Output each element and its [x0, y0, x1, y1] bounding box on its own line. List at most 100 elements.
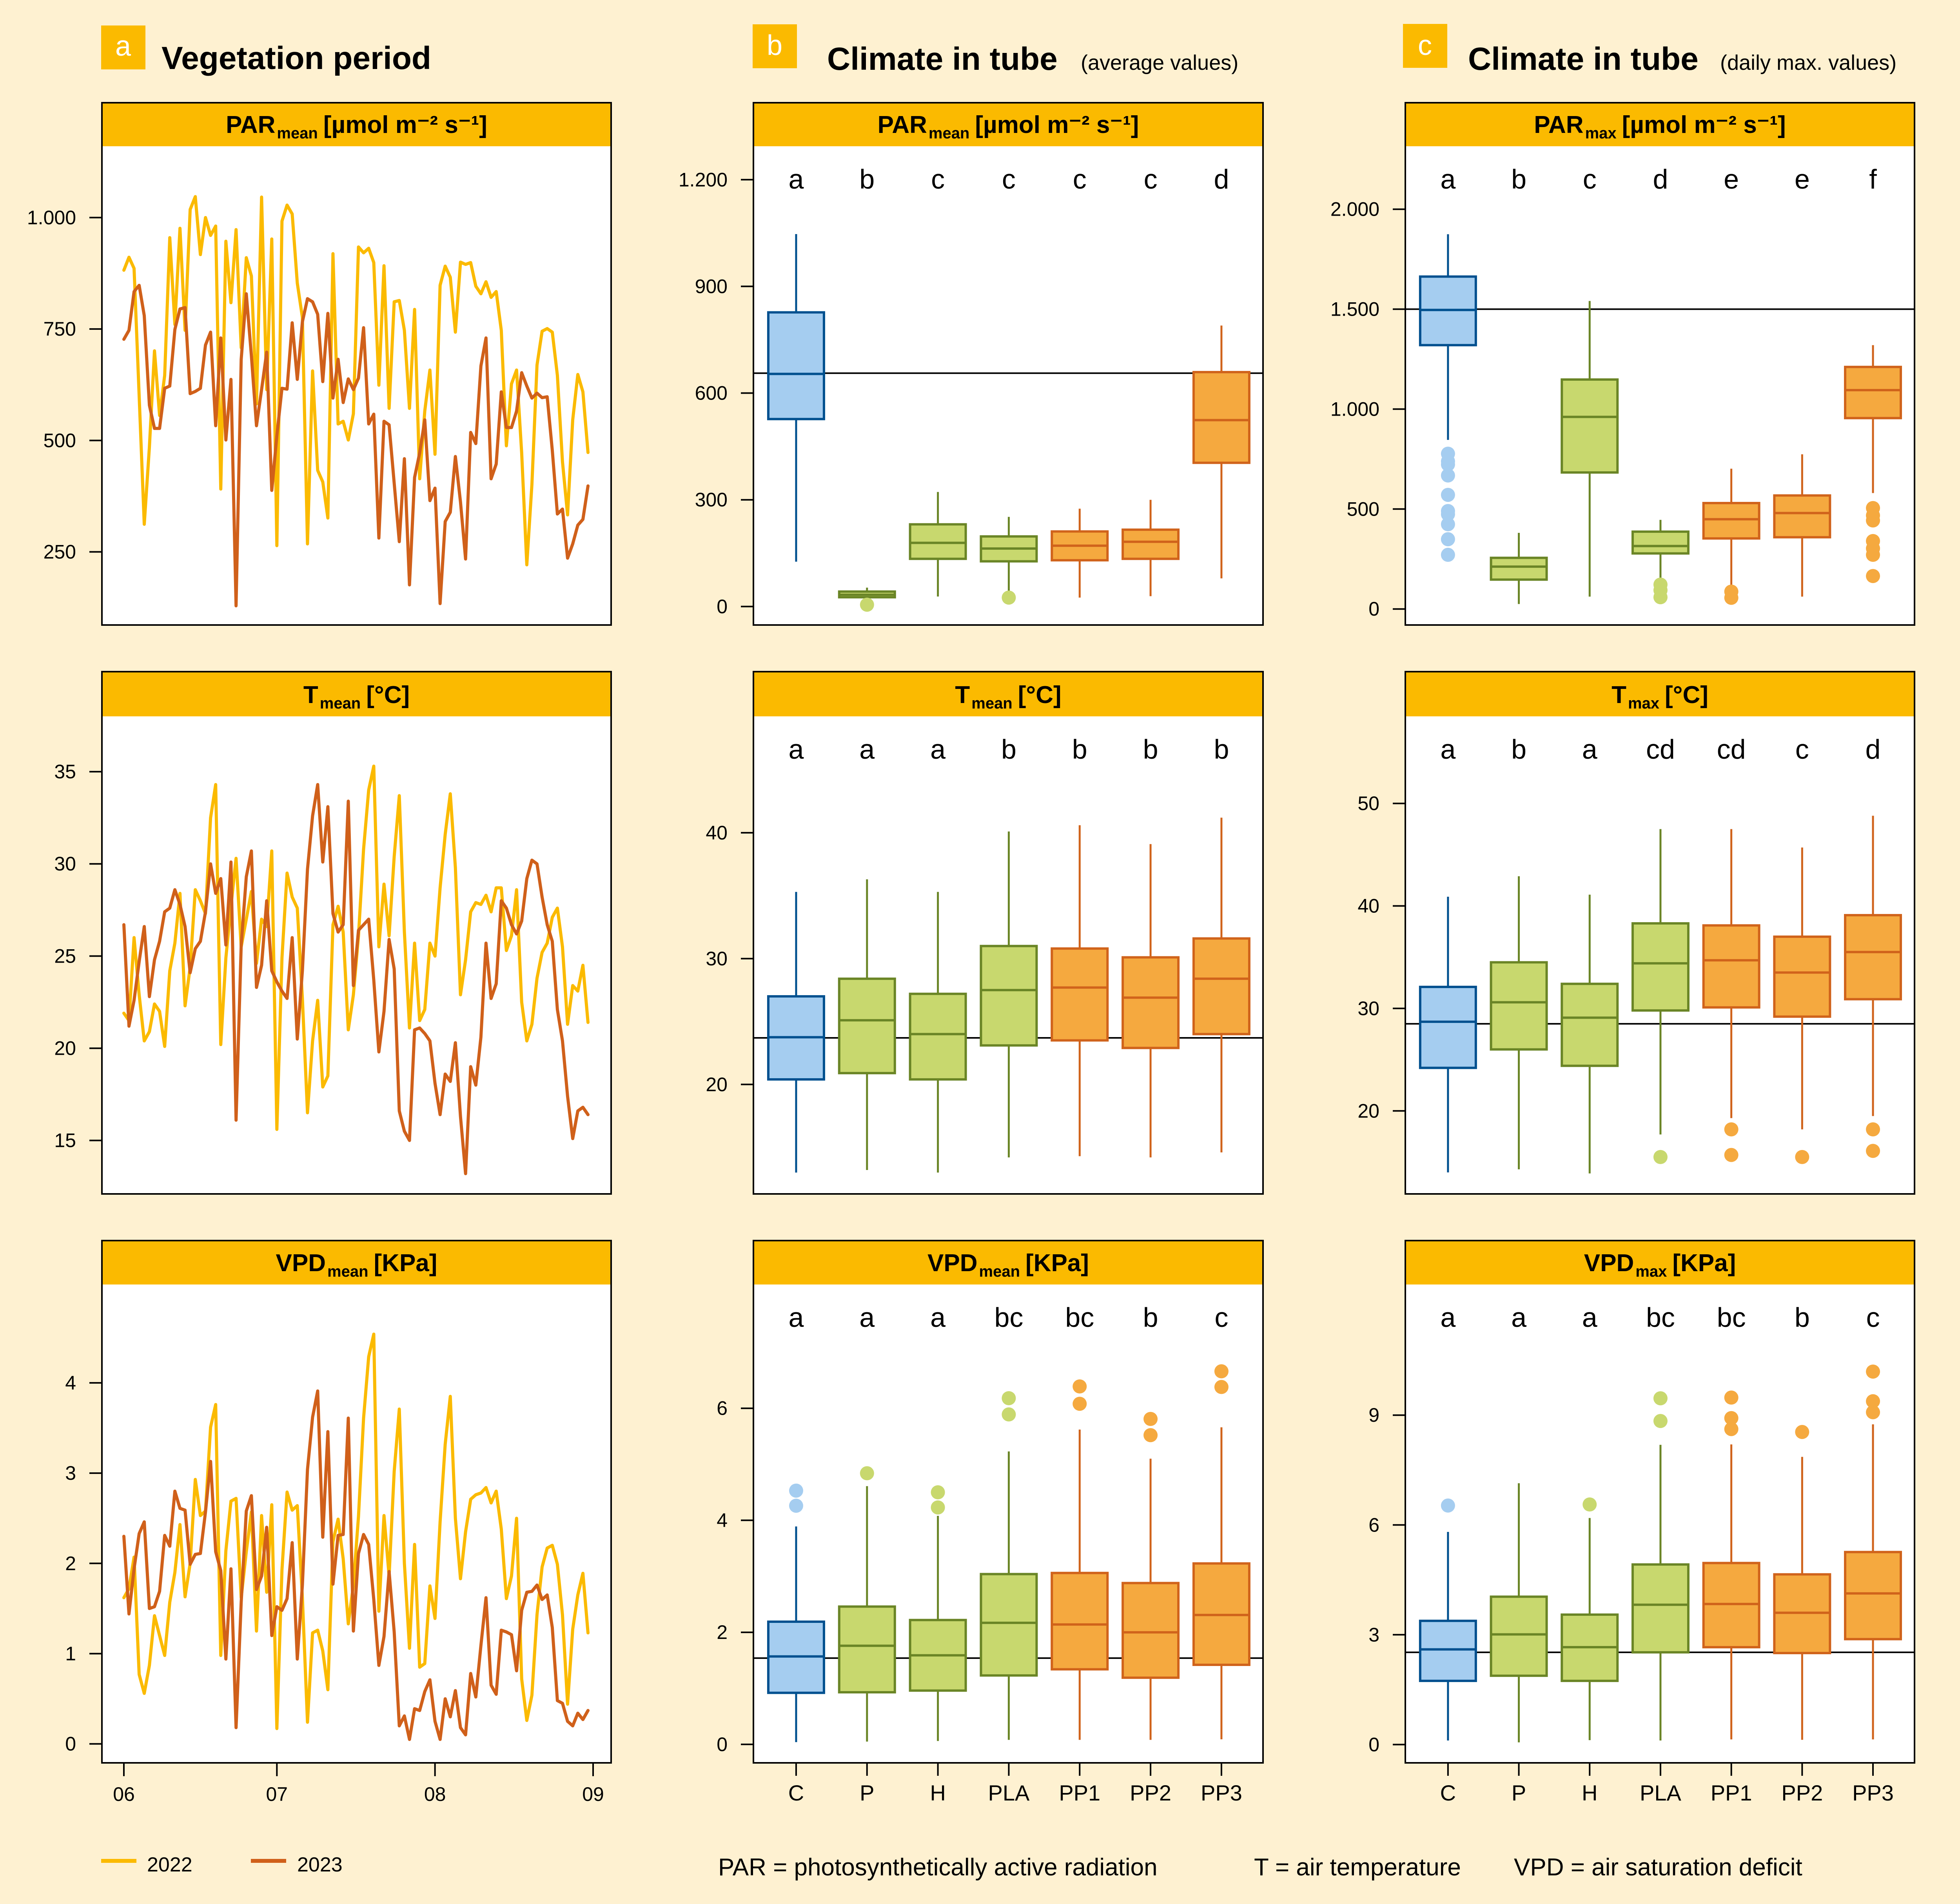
box-PP3	[1844, 345, 1902, 583]
box-H	[1561, 894, 1619, 1174]
chart-title-variable: T	[955, 681, 970, 709]
chart-title-variable: PAR	[1534, 111, 1583, 138]
significance-letter: d	[1214, 164, 1229, 194]
x-tick-label: 06	[113, 1783, 135, 1805]
series-line-2023	[122, 783, 590, 1175]
chart-header-band	[1405, 672, 1915, 716]
plot-area	[102, 103, 611, 625]
chart-title-subscript: max	[1628, 695, 1659, 712]
significance-letter: bc	[1065, 1302, 1094, 1333]
iqr-box	[1419, 986, 1477, 1069]
iqr-box	[1051, 1572, 1109, 1671]
series-line-2022	[122, 195, 590, 567]
chart-title-unit: [°C]	[1665, 681, 1708, 709]
significance-letter: b	[1143, 734, 1158, 765]
outlier-point	[860, 598, 874, 612]
significance-letter: a	[1511, 1302, 1526, 1333]
significance-letter: b	[1511, 164, 1526, 194]
y-tick-label: 20	[706, 1074, 728, 1096]
y-tick-label: 3	[65, 1462, 76, 1484]
chart-header-band	[102, 103, 611, 146]
panel-title: Climate in tube	[1468, 41, 1699, 77]
box-P	[838, 879, 896, 1170]
box-H	[909, 492, 967, 597]
y-tick-label: 500	[1347, 498, 1379, 520]
significance-letter: c	[1002, 164, 1016, 194]
iqr-box	[1192, 937, 1250, 1036]
box-PLA	[980, 517, 1038, 605]
y-tick-label: 500	[44, 429, 76, 451]
chart-title-subscript: max	[1635, 1263, 1667, 1280]
significance-letter: c	[1795, 734, 1809, 765]
outlier-point	[1002, 1407, 1016, 1422]
y-tick-label: 4	[717, 1509, 728, 1531]
box-PP2	[1773, 454, 1831, 597]
x-category-label: P	[860, 1780, 874, 1805]
chart-title-variable: VPD	[927, 1250, 977, 1277]
iqr-box	[1631, 1563, 1690, 1654]
significance-letter: c	[1866, 1302, 1880, 1333]
box-PP1	[1702, 829, 1760, 1162]
iqr-box	[1773, 494, 1831, 539]
outlier-point	[931, 1500, 945, 1515]
y-tick-label: 4	[65, 1372, 76, 1394]
chart-title-subscript: mean	[277, 125, 318, 142]
chart-title-variable: PAR	[878, 111, 927, 138]
chart-title-subscript: max	[1585, 125, 1617, 142]
chart-title-unit: [°C]	[1018, 681, 1062, 709]
outlier-point	[1441, 468, 1455, 483]
iqr-box	[1122, 956, 1180, 1049]
plot-frame	[753, 1240, 1264, 1764]
outlier-point	[1795, 1425, 1809, 1439]
significance-letter: bc	[994, 1302, 1023, 1333]
series-line-2022	[122, 1332, 590, 1730]
chart-title: VPD mean [KPa]	[927, 1250, 1089, 1280]
chart-title-unit: [KPa]	[1025, 1250, 1089, 1277]
y-tick-label: 300	[695, 489, 728, 511]
chart-header-band	[753, 1241, 1263, 1284]
y-tick-label: 1	[65, 1642, 76, 1664]
y-axis: 0 2 4 6	[717, 1397, 753, 1755]
chart-title-unit: [µmol m⁻² s⁻¹]	[975, 111, 1139, 138]
legend-item-2022: 2022	[101, 1853, 192, 1876]
chart-title-variable: T	[303, 681, 318, 709]
box-P	[1490, 532, 1548, 604]
significance-letter: a	[1582, 1302, 1597, 1333]
box-PLA	[1631, 829, 1690, 1164]
significance-letter: e	[1724, 164, 1739, 194]
box-PP2	[1122, 1412, 1180, 1740]
y-tick-label: 40	[706, 822, 728, 844]
iqr-box	[1051, 947, 1109, 1042]
y-tick-label: 25	[54, 945, 76, 967]
plot-frame	[1405, 102, 1915, 626]
outlier-point	[1214, 1380, 1229, 1394]
plot-frame	[753, 671, 1264, 1195]
y-tick-label: 30	[1357, 997, 1379, 1019]
iqr-box	[1844, 1551, 1902, 1641]
legend: 2022 2023	[101, 1853, 343, 1876]
box-P	[1490, 876, 1548, 1170]
iqr-box	[767, 311, 825, 420]
outlier-point	[1724, 1422, 1739, 1436]
plot-frame	[1405, 671, 1915, 1195]
chart-title-variable: VPD	[1584, 1250, 1634, 1277]
y-tick-label: 9	[1368, 1404, 1379, 1426]
x-category-label: PP1	[1711, 1780, 1752, 1805]
x-category-label: PP1	[1059, 1780, 1100, 1805]
x-category-label: H	[1582, 1780, 1597, 1805]
y-tick-label: 1.200	[679, 169, 728, 191]
series-line-2023	[122, 1389, 590, 1741]
box-PP2	[1773, 1425, 1831, 1740]
box-PLA	[1631, 1391, 1690, 1741]
outlier-point	[1724, 1122, 1739, 1137]
y-tick-label: 3	[1368, 1624, 1379, 1646]
x-tick-label: 07	[266, 1783, 288, 1805]
y-tick-label: 0	[65, 1733, 76, 1755]
significance-letter: c	[1144, 164, 1158, 194]
significance-letter: e	[1795, 164, 1810, 194]
significance-letter: b	[1001, 734, 1016, 765]
outlier-point	[1724, 1411, 1739, 1425]
box-PP3	[1192, 818, 1250, 1153]
